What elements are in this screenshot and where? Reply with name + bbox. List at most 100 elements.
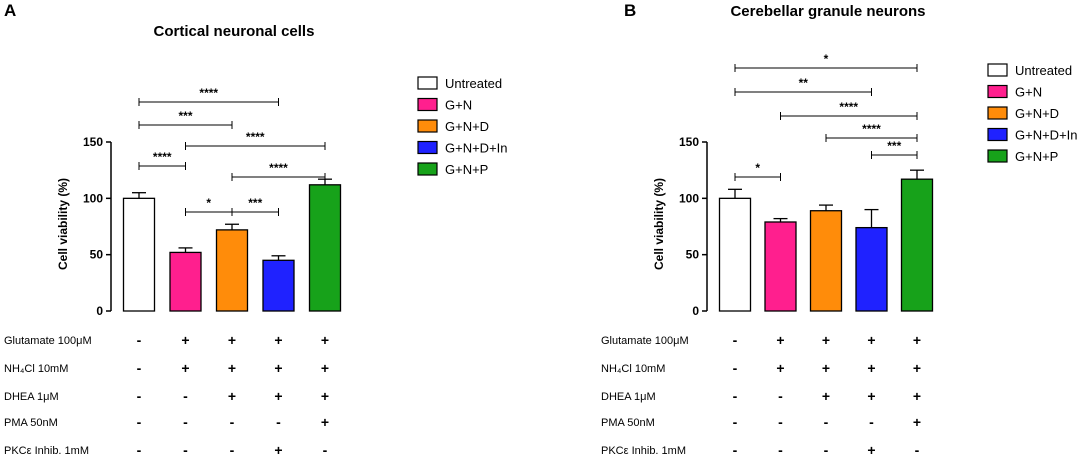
panel-a-condition-symbol: + xyxy=(274,388,282,404)
panel-b-title: Cerebellar granule neurons xyxy=(730,3,925,20)
panel-a-condition-symbol: - xyxy=(183,388,188,404)
panel-b-condition-symbol: + xyxy=(776,332,784,348)
panel-b-condition-symbol: + xyxy=(867,360,875,376)
panel-b-condition-symbol: - xyxy=(733,360,738,376)
panel-a-y-tick-label: 150 xyxy=(83,135,103,149)
panel-a-sig-label: **** xyxy=(199,86,218,100)
panel-b-legend-label: G+N+P xyxy=(1015,149,1058,164)
panel-b-y-tick-label: 150 xyxy=(679,135,699,149)
panel-a-condition-symbol: - xyxy=(137,442,142,456)
panel-b-y-tick-label: 100 xyxy=(679,191,699,205)
panel-a-bar-g-n-p xyxy=(308,184,342,312)
panel-b-condition-symbol: + xyxy=(822,360,830,376)
panel-a-condition-symbol: - xyxy=(137,360,142,376)
panel-a-legend-label: Untreated xyxy=(445,76,502,91)
panel-b-condition-symbol: + xyxy=(822,332,830,348)
panel-b-ylabel: Cell viability (%) xyxy=(652,178,666,270)
panel-b-condition-symbol: - xyxy=(778,442,783,456)
panel-a-sig-label: *** xyxy=(178,109,192,123)
panel-b-legend: Untreated G+N G+N+D G+N+D+In G+N+P xyxy=(987,63,1078,164)
panel-a-legend-swatch xyxy=(417,119,438,133)
panel-b-bar-untreated xyxy=(718,197,752,312)
panel-b-sig-label: **** xyxy=(862,122,881,136)
panel-a-condition-symbol: + xyxy=(274,442,282,456)
panel-b-bar-g-n-d-in xyxy=(855,226,888,312)
panel-a-y-tick-label: 50 xyxy=(90,248,104,262)
panel-b-condition-label: Glutamate 100μM xyxy=(601,335,689,347)
panel-a-sig-label: * xyxy=(206,196,211,210)
panel-a-condition-symbol: - xyxy=(137,332,142,348)
panel-b-condition-symbol: - xyxy=(869,414,874,430)
panel-a-legend-swatch xyxy=(417,140,438,155)
panel-a-sig-label: **** xyxy=(269,161,288,175)
panel-a-condition-symbol: + xyxy=(321,414,329,430)
panel-a-bar-untreated xyxy=(122,197,156,312)
panel-b-condition-symbol: + xyxy=(867,442,875,456)
panel-a-condition-symbol: - xyxy=(183,414,188,430)
panel-a-condition-symbol: + xyxy=(228,360,236,376)
panel-a-condition-symbol: + xyxy=(274,332,282,348)
panel-a-condition-label: NH₄Cl 10mM xyxy=(4,363,68,375)
panel-b-condition-symbol: + xyxy=(913,388,921,404)
panel-a-legend-swatch xyxy=(417,97,438,112)
panel-a-condition-label: PKCε Inhib. 1mM xyxy=(4,445,89,456)
panel-b-legend-swatch xyxy=(987,63,1008,77)
panel-b-legend-swatch xyxy=(987,149,1008,163)
panel-b-condition-symbol: + xyxy=(822,388,830,404)
panel-b-condition-symbol: + xyxy=(776,360,784,376)
panel-b-legend-swatch xyxy=(987,127,1008,142)
panel-b-bar-g-n xyxy=(764,221,797,312)
panel-b-y-tick-label: 50 xyxy=(686,248,700,262)
panel-a-y-tick-label: 0 xyxy=(96,304,103,318)
panel-b-condition-label: DHEA 1μM xyxy=(601,391,656,403)
panel-a-y-tick-label: 100 xyxy=(83,191,103,205)
panel-b-condition-symbol: - xyxy=(915,442,920,456)
panel-a-legend-label: G+N+P xyxy=(445,162,488,177)
panel-a-sig-label: **** xyxy=(246,130,265,144)
panel-a-condition-symbol: - xyxy=(230,442,235,456)
panel-a-condition-symbol: + xyxy=(228,388,236,404)
panel-a-legend-label: G+N+D xyxy=(445,119,489,134)
panel-b-condition-symbol: - xyxy=(733,414,738,430)
panel-a-condition-symbol: - xyxy=(137,388,142,404)
panel-a-legend-label: G+N xyxy=(445,98,472,113)
panel-b-condition-symbol: + xyxy=(913,332,921,348)
panel-a-bar-g-n xyxy=(169,251,202,312)
panel-a-condition-symbol: - xyxy=(323,442,328,456)
panel-a-letter: A xyxy=(4,1,16,20)
panel-a-condition-symbol: - xyxy=(276,414,281,430)
panel-b-legend-label: G+N xyxy=(1015,85,1042,100)
panel-b-letter: B xyxy=(624,1,636,20)
panel-b-condition-symbol: - xyxy=(824,414,829,430)
panel-b-legend-swatch xyxy=(987,106,1008,120)
panel-b-sig-label: **** xyxy=(839,100,858,114)
panel-a-condition-symbol: + xyxy=(181,360,189,376)
panel-b-condition-symbol: - xyxy=(778,414,783,430)
panel-b-condition-symbol: + xyxy=(867,388,875,404)
panel-b-sig-label: ** xyxy=(799,76,809,90)
panel-b-condition-label: PKCε Inhib. 1mM xyxy=(601,445,686,456)
panel-b-condition-symbol: + xyxy=(867,332,875,348)
panel-b-condition-symbol: + xyxy=(913,414,921,430)
panel-b-condition-symbol: - xyxy=(824,442,829,456)
panel-a-condition-symbol: + xyxy=(321,388,329,404)
panel-a-legend: Untreated G+N G+N+D G+N+D+In G+N+P xyxy=(417,76,508,177)
panel-b-legend-label: G+N+D+In xyxy=(1015,128,1078,143)
panel-a-condition-symbol: + xyxy=(181,332,189,348)
panel-a-condition-symbol: - xyxy=(137,414,142,430)
panel-a-condition-symbol: + xyxy=(228,332,236,348)
panel-b-sig-label: * xyxy=(755,161,760,175)
panel-a-bar-g-n-d xyxy=(215,229,249,312)
panel-a-condition-label: Glutamate 100μM xyxy=(4,335,92,347)
panel-b-condition-label: NH₄Cl 10mM xyxy=(601,363,665,375)
panel-b-condition-symbol: - xyxy=(778,388,783,404)
panel-a-condition-symbol: + xyxy=(321,332,329,348)
panel-b-condition-symbol: - xyxy=(733,442,738,456)
panel-a-condition-label: DHEA 1μM xyxy=(4,391,59,403)
panel-a-sig-label: *** xyxy=(248,196,262,210)
panel-b-y-tick-label: 0 xyxy=(692,304,699,318)
panel-a-title: Cortical neuronal cells xyxy=(154,23,315,40)
panel-b-sig-label: *** xyxy=(887,139,901,153)
